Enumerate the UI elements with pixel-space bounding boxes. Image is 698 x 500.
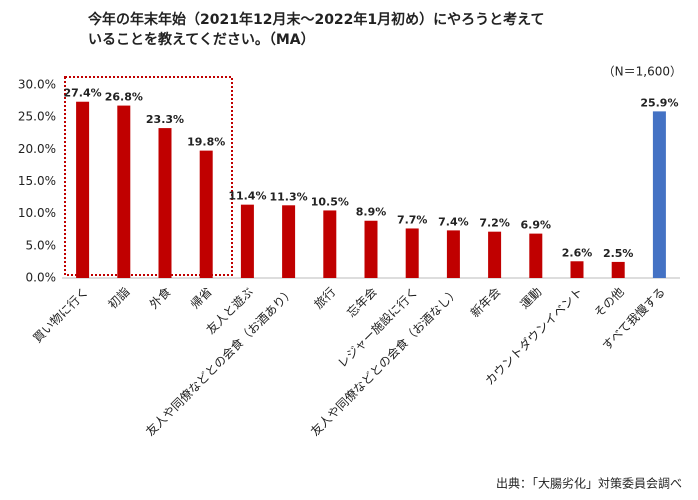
y-tick-label: 10.0% [18,206,56,220]
bar [405,228,419,278]
x-tick-label: 外食 [146,284,174,312]
data-label: 6.9% [521,219,552,232]
data-label: 27.4% [64,87,102,100]
bar [240,204,254,278]
data-label: 19.8% [187,136,225,149]
data-label: 23.3% [146,113,184,126]
x-tick-label: その他 [591,285,626,320]
x-tick-label: 運動 [518,285,545,312]
data-label: 11.4% [228,190,266,203]
data-label: 10.5% [311,195,349,208]
highlight-box [64,76,233,276]
y-tick-label: 25.0% [18,110,56,124]
x-tick-label: 忘年会 [344,284,380,320]
y-tick-label: 5.0% [26,238,57,252]
y-tick-label: 0.0% [26,271,57,285]
data-label: 7.2% [479,217,510,230]
x-tick-label: レジャー施設に行く [334,284,421,371]
data-label: 26.8% [105,91,143,104]
chart-title: 今年の年末年始（2021年12月末～2022年1月初め）にやろうと考えて [87,11,544,28]
data-label: 11.3% [270,190,308,203]
bar [446,230,460,278]
bar [282,205,296,278]
x-tick-label: 初詣 [106,285,133,312]
x-tick-label: 買い物に行く [30,285,91,346]
x-tick-label: 友人や同僚などとの会食（お酒あり） [142,284,297,439]
bar [611,261,625,278]
bar [199,150,213,278]
bar [117,105,131,278]
bar [323,210,337,278]
bar [76,101,90,278]
bar [529,233,543,278]
bar [652,111,666,278]
y-tick-label: 30.0% [18,78,56,92]
x-tick-label: 友人や同僚などとの会食（お酒なし） [307,284,462,439]
source: 出典：「大腸劣化」対策委員会調べ [496,477,682,491]
data-label: 8.9% [356,206,387,219]
data-label: 7.4% [438,215,469,228]
sample-note: （N＝1,600） [603,65,682,79]
data-label: 2.5% [603,247,634,260]
x-tick-label: 旅行 [312,285,339,312]
bar [488,231,502,278]
bar [570,261,584,278]
bar [158,128,172,278]
y-tick-label: 20.0% [18,142,56,156]
y-tick-label: 15.0% [18,174,56,188]
x-tick-label: 帰省 [188,285,215,312]
data-label: 25.9% [640,96,678,109]
data-label: 7.7% [397,213,428,226]
data-label: 2.6% [562,246,593,259]
bar [364,220,378,278]
chart-title: いることを教えてください。（MA） [88,31,315,48]
x-tick-label: 新年会 [467,284,503,320]
